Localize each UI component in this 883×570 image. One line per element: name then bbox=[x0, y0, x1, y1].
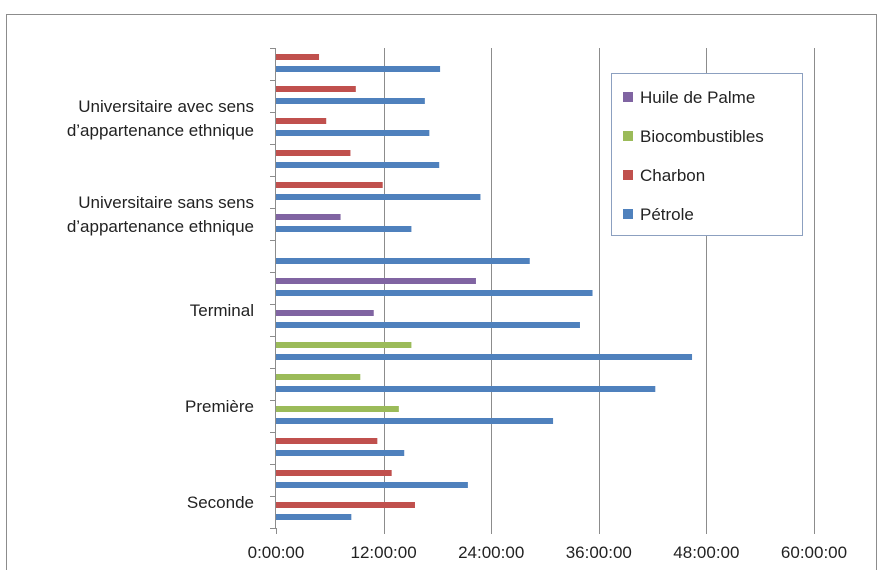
bar-huile-de-palme-0 bbox=[276, 310, 374, 316]
bar-biocombustibles-1 bbox=[276, 374, 361, 380]
x-tick-label: 48:00:00 bbox=[673, 543, 739, 562]
bar-p-trole-0 bbox=[276, 514, 352, 520]
bar-p-trole-10 bbox=[276, 194, 481, 200]
bar-charbon-4 bbox=[276, 150, 351, 156]
legend: Huile de Palme Biocombustibles Charbon Pétr… bbox=[611, 73, 803, 236]
x-tick-label: 0:00:00 bbox=[248, 543, 305, 562]
bar-p-trole-3 bbox=[276, 418, 554, 424]
bar-p-trole-9 bbox=[276, 226, 412, 232]
category-labels: Seconde Première Terminal Universitaire san… bbox=[67, 97, 254, 512]
bar-p-trole-12 bbox=[276, 130, 430, 136]
category-label: Seconde bbox=[187, 493, 254, 512]
legend-entry: Huile de Palme bbox=[640, 88, 755, 107]
category-label: Terminal bbox=[190, 301, 254, 320]
bars bbox=[276, 54, 693, 520]
x-tick-labels: 0:00:00 12:00:00 24:00:00 36:00:00 48:00:00 6… bbox=[248, 543, 847, 562]
legend-swatch bbox=[623, 209, 633, 219]
legend-swatch bbox=[623, 92, 633, 102]
y-axis bbox=[270, 48, 815, 534]
bar-biocombustibles-0 bbox=[276, 406, 399, 412]
bar-p-trole-1 bbox=[276, 482, 468, 488]
bar-p-trole-8 bbox=[276, 258, 530, 264]
bar-charbon-6 bbox=[276, 86, 356, 92]
bar-p-trole-2 bbox=[276, 450, 405, 456]
x-tick-label: 36:00:00 bbox=[566, 543, 632, 562]
bar-huile-de-palme-1 bbox=[276, 278, 476, 284]
x-tick-label: 12:00:00 bbox=[351, 543, 417, 562]
x-tick-label: 24:00:00 bbox=[458, 543, 524, 562]
category-label: d’appartenance ethnique bbox=[67, 121, 254, 140]
x-tick-label: 60:00:00 bbox=[781, 543, 847, 562]
legend-swatch bbox=[623, 131, 633, 141]
gridlines bbox=[384, 48, 815, 528]
bar-charbon-3 bbox=[276, 182, 383, 188]
legend-swatch bbox=[623, 170, 633, 180]
legend-entry: Charbon bbox=[640, 166, 705, 185]
bar-p-trole-11 bbox=[276, 162, 440, 168]
legend-entry: Pétrole bbox=[640, 205, 694, 224]
legend-entry: Biocombustibles bbox=[640, 127, 764, 146]
category-label: Première bbox=[185, 397, 254, 416]
bar-biocombustibles-2 bbox=[276, 342, 412, 348]
bar-charbon-0 bbox=[276, 502, 415, 508]
bar-p-trole-14 bbox=[276, 66, 441, 72]
category-label: d’appartenance ethnique bbox=[67, 217, 254, 236]
legend-box bbox=[611, 73, 803, 236]
bar-charbon-2 bbox=[276, 438, 378, 444]
bar-charbon-7 bbox=[276, 54, 320, 60]
bar-p-trole-7 bbox=[276, 290, 593, 296]
category-label: Universitaire sans sens bbox=[78, 193, 254, 212]
bar-charbon-5 bbox=[276, 118, 327, 124]
bar-charbon-1 bbox=[276, 470, 392, 476]
category-label: Universitaire avec sens bbox=[78, 97, 254, 116]
bar-p-trole-5 bbox=[276, 354, 693, 360]
bar-p-trole-13 bbox=[276, 98, 425, 104]
bar-p-trole-6 bbox=[276, 322, 580, 328]
bar-huile-de-palme-2 bbox=[276, 214, 341, 220]
bar-p-trole-4 bbox=[276, 386, 656, 392]
legend-items: Huile de Palme Biocombustibles Charbon Pétr… bbox=[623, 88, 764, 224]
